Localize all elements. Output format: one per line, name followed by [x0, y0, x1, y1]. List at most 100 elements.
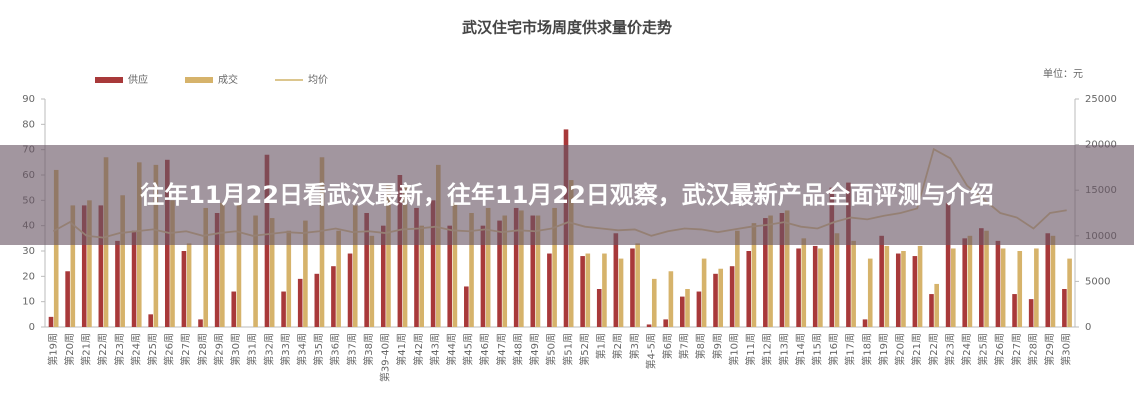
bar — [751, 223, 757, 327]
bar — [87, 200, 92, 327]
bar — [812, 245, 818, 327]
bar — [984, 230, 989, 327]
x-tick-label: 第25周 — [977, 333, 990, 366]
unit-label: 单位：元 — [1043, 67, 1083, 80]
bar — [297, 278, 303, 327]
bar — [186, 243, 192, 327]
x-tick-label: 第26周 — [163, 333, 176, 366]
x-tick-label: 第37周 — [345, 333, 358, 366]
bar — [547, 253, 552, 327]
bar — [153, 164, 159, 327]
x-tick-label: 第20周 — [894, 333, 907, 366]
bar — [419, 225, 424, 327]
x-tick-label: 第30周 — [1060, 333, 1073, 366]
bar — [613, 233, 619, 327]
bar — [552, 207, 557, 327]
x-tick-label: 第50周 — [545, 333, 558, 366]
bar — [220, 202, 225, 327]
bar — [402, 185, 408, 327]
bar — [170, 200, 175, 327]
bar — [718, 268, 724, 327]
x-tick-label: 第17周 — [844, 333, 857, 366]
bar — [602, 253, 607, 327]
bar — [148, 314, 153, 327]
bar — [729, 266, 735, 327]
chart-title: 武汉住宅市场周度供求量价走势 — [462, 19, 672, 37]
bar — [65, 271, 70, 327]
bar — [1034, 248, 1039, 327]
bar — [679, 296, 685, 327]
bar — [701, 258, 707, 327]
x-tick-label: 第44周 — [445, 333, 458, 366]
bar — [1012, 294, 1017, 327]
x-tick-label: 第38周 — [362, 333, 375, 366]
x-tick-label: 第41周 — [395, 333, 408, 366]
bar — [120, 195, 125, 327]
bar — [979, 228, 984, 327]
bar — [801, 238, 807, 327]
bar — [895, 253, 901, 327]
bar — [214, 213, 220, 327]
x-tick-label: 第20周 — [63, 333, 76, 366]
bar — [846, 182, 851, 327]
bar — [303, 220, 308, 327]
bar — [386, 185, 391, 327]
bar — [635, 243, 640, 327]
bar — [480, 225, 486, 327]
bar — [646, 324, 652, 327]
x-tick-label: 第10周 — [727, 333, 740, 366]
bar — [281, 291, 286, 327]
bar — [497, 220, 502, 327]
x-tick-label: 第33周 — [279, 333, 292, 366]
bar — [513, 207, 519, 327]
x-tick-label: 第29周 — [1043, 333, 1056, 366]
x-tick-label: 第25周 — [146, 333, 159, 366]
bar — [929, 294, 934, 327]
bar — [668, 271, 674, 327]
x-tick-label: 第15周 — [811, 333, 824, 366]
x-tick-label: 第28周 — [1026, 333, 1039, 366]
bar — [651, 278, 657, 327]
y2-tick-label: 5000 — [1085, 276, 1110, 287]
bar — [746, 251, 752, 327]
bar — [535, 215, 541, 327]
x-tick-label: 第43周 — [428, 333, 441, 366]
bar — [414, 207, 419, 327]
x-tick-label: 第27周 — [179, 333, 192, 366]
bar — [464, 286, 469, 327]
bar — [585, 253, 591, 327]
bar — [862, 319, 868, 327]
bar — [231, 291, 237, 327]
bar — [70, 205, 76, 327]
x-tick-label: 第34周 — [296, 333, 309, 366]
x-tick-label: 第9周 — [711, 333, 724, 359]
y2-tick-label: 0 — [1085, 322, 1091, 333]
bar — [115, 240, 120, 327]
x-tick-label: 第18周 — [860, 333, 873, 366]
x-tick-label: 第23周 — [943, 333, 956, 366]
x-tick-label: 第1周 — [595, 333, 608, 359]
bar — [962, 238, 968, 327]
x-tick-label: 第19周 — [877, 333, 890, 366]
y-tick-label: 90 — [22, 94, 35, 105]
bar — [884, 245, 890, 327]
x-tick-label: 第7周 — [678, 333, 691, 359]
x-tick-label: 第22周 — [96, 333, 109, 366]
x-tick-label: 第23周 — [113, 333, 126, 366]
bar — [364, 213, 369, 327]
x-tick-label: 第30周 — [229, 333, 242, 366]
bar — [967, 235, 973, 327]
bar — [48, 316, 54, 327]
x-tick-label: 第16周 — [827, 333, 840, 366]
bar — [867, 258, 873, 327]
banner: 往年11月22日看武汉最新，往年11月22日观察，武汉最新产品全面评测与介绍 — [0, 145, 1134, 245]
x-tick-label: 第24周 — [129, 333, 142, 366]
x-tick-label: 第36周 — [329, 333, 342, 366]
x-tick-label: 第26周 — [993, 333, 1006, 366]
banner-text: 往年11月22日看武汉最新，往年11月22日观察，武汉最新产品全面评测与介绍 — [140, 180, 994, 209]
bar — [596, 289, 602, 327]
x-tick-label: 第39-40周 — [379, 333, 392, 382]
bar — [834, 233, 840, 327]
bar — [530, 215, 536, 327]
